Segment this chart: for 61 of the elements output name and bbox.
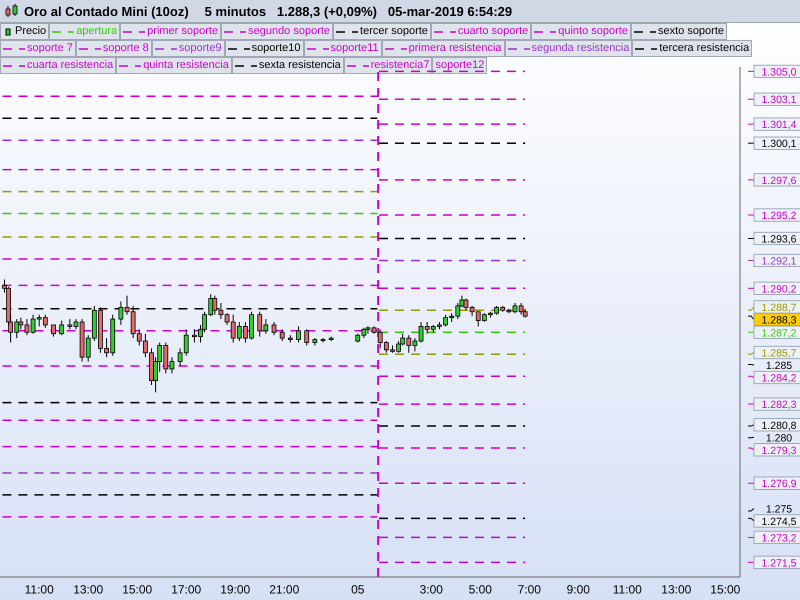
y-tick-label: 1.305,0 [761,66,797,78]
y-tick-label: 1.292,1 [761,255,797,268]
legend-label: cuarto soporte [430,23,532,40]
legend-label: quinto soporte [531,23,631,40]
y-tick-label: 1.285,7 [761,347,797,360]
y-tick-label: 1.293,6 [761,233,797,246]
y-tick-label: 1.279,3 [761,444,797,457]
y-tick-label: 1.273,2 [761,532,797,544]
legend-label: sexto soporte [630,23,728,40]
y-tick-label: 1.280,8 [761,420,797,432]
y-tick-label: 1.300,1 [761,138,797,150]
legend-label: quinta resistencia [116,57,232,74]
chart-subtitle: 5 minutos 1.288,3 (+0,09%) 05-mar-2019 6:54:29 [204,4,512,18]
x-tick-label: 11:00 [24,582,54,597]
x-tick-label: 13:00 [73,582,104,597]
legend-label: segundo soporte [221,23,334,40]
y-tick-label: 1.280 [766,432,792,444]
y-tick-label: 1.297,6 [761,174,797,187]
x-tick-label: 15:00 [710,582,741,597]
x-tick-label: 5:00 [468,582,492,597]
y-tick-label: 1.288,7 [761,302,797,314]
legend-label: tercera resistencia [632,40,752,57]
y-tick-label: 1.303,1 [761,94,797,106]
x-tick-label: 13:00 [661,582,692,597]
x-tick-label: 19:00 [220,582,251,597]
legend-label: soporte11 [304,40,382,57]
x-tick-label: 7:00 [518,582,542,597]
y-tick-label: 1.271,5 [761,557,797,570]
y-tick-label: 1.284,2 [761,372,797,384]
y-tick-label: 1.275 [766,503,792,516]
legend-label: primera resistencia [382,40,505,57]
legend-label: resistencia7 [344,57,432,74]
x-tick-label: 9:00 [566,582,590,597]
x-tick-label: 05 [351,582,365,597]
x-tick-label: 21:00 [269,582,300,597]
y-tick-label: 1.287,2 [761,327,797,340]
legend-label: apertura [49,23,120,40]
legend-label: soporte10 [224,40,304,57]
y-tick-label: 1.274,5 [761,516,797,528]
y-tick-label: 1.301,4 [761,119,797,132]
y-tick-label: 1.282,3 [761,399,797,412]
legend-label: tercer soporte [333,23,431,40]
x-tick-label: 15:00 [122,582,153,597]
legend-label: soporte9 [152,40,225,57]
chart-title: Oro al Contado Mini (10oz) [24,4,189,18]
x-tick-label: 17:00 [171,582,202,597]
y-tick-label: 1.288,3 [761,314,797,326]
x-tick-label: 3:00 [420,582,444,597]
x-tick-label: 11:00 [612,582,642,597]
legend-label: Precio [0,23,50,40]
legend-label: segunda resistencia [504,40,632,57]
legend-label: sexta resistencia [232,57,344,74]
legend-label: soporte 8 [76,40,152,57]
y-tick-label: 1.285 [766,360,792,372]
y-tick-label: 1.295,2 [761,210,797,222]
legend-label: primer soporte [120,23,222,40]
annotation: soporte12 [432,57,488,74]
legend-label: soporte 7 [0,40,76,57]
y-tick-label: 1.276,9 [761,478,797,490]
y-tick-label: 1.290,2 [761,283,797,296]
legend-label: cuarta resistencia [0,57,116,74]
